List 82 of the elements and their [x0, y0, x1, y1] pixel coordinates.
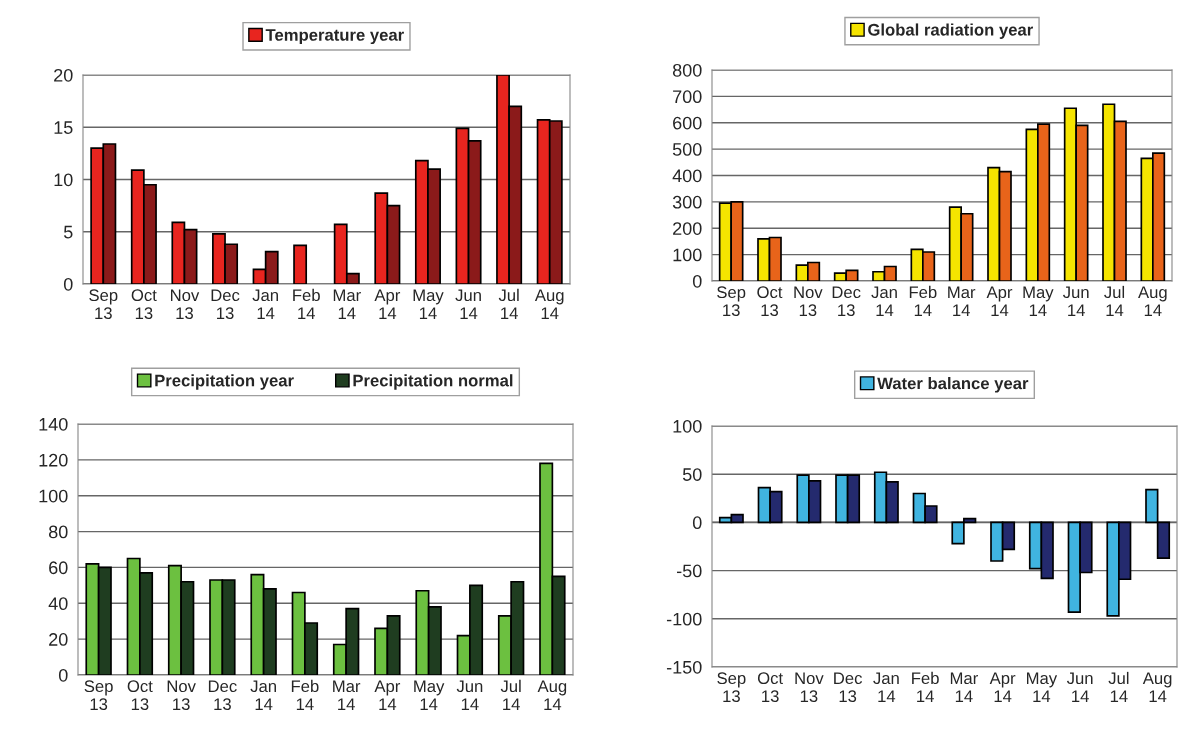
x-tick-label: Nov 13 — [795, 672, 824, 703]
x-tick-label: Apr 14 — [986, 286, 1013, 316]
x-tick-label: Jan 14 — [252, 289, 278, 319]
x-tick-label: Mar 14 — [333, 289, 361, 319]
y-tick-label: 20 — [54, 68, 73, 82]
y-tick-label: 600 — [673, 116, 702, 130]
legend-label: Precipitation year — [155, 374, 294, 390]
legend-label: Temperature year — [265, 29, 404, 45]
x-tick-label: Sep 13 — [89, 289, 118, 320]
x-tick-label: May 14 — [414, 680, 445, 710]
x-tick-label: Apr 14 — [989, 672, 1016, 702]
x-tick-label: Mar 14 — [333, 680, 361, 710]
y-tick-label: 100 — [673, 248, 702, 262]
x-tick-label: Oct 13 — [127, 680, 153, 711]
y-tick-label: -150 — [666, 660, 702, 674]
y-tick-label: 50 — [682, 468, 702, 481]
x-tick-label: Dec 13 — [832, 286, 861, 317]
legend-label: Precipitation normal — [353, 374, 513, 390]
bar — [293, 244, 308, 284]
y-tick-label: -100 — [666, 612, 702, 626]
x-tick-label: Aug 14 — [537, 680, 567, 710]
x-tick-label: May 14 — [413, 289, 444, 319]
y-tick-label: 0 — [63, 277, 73, 291]
y-tick-label: -50 — [676, 564, 702, 578]
y-tick-label: 40 — [48, 597, 68, 611]
x-tick-label: Jul 14 — [1108, 671, 1129, 702]
y-tick-label: 10 — [54, 173, 73, 187]
y-tick-label: 80 — [48, 525, 68, 539]
legend-label: Global radiation year — [868, 23, 1033, 39]
x-tick-label: Jun 14 — [1062, 286, 1089, 316]
x-tick-label: Aug 14 — [534, 289, 564, 319]
y-tick-label: 700 — [673, 90, 702, 104]
x-tick-label: Oct 13 — [757, 672, 783, 703]
x-tick-label: Feb 14 — [909, 285, 937, 316]
x-tick-label: Jun 14 — [456, 680, 483, 710]
x-tick-label: Oct 13 — [131, 289, 157, 320]
x-tick-label: Jun 14 — [455, 289, 481, 319]
x-tick-label: Mar 14 — [950, 672, 978, 702]
x-tick-label: Apr 14 — [374, 680, 401, 710]
x-tick-label: Sep 13 — [717, 286, 746, 317]
x-tick-label: Sep 13 — [84, 680, 113, 711]
x-tick-label: Feb 14 — [912, 671, 939, 702]
x-tick-label: Jul 14 — [500, 679, 521, 710]
x-tick-label: Aug 14 — [1138, 286, 1167, 316]
legend-label: Water balance year — [877, 377, 1029, 393]
x-tick-label: Jan 14 — [250, 680, 276, 710]
x-tick-label: Jan 14 — [873, 672, 899, 702]
x-tick-label: Nov 13 — [794, 286, 823, 317]
y-tick-label: 400 — [672, 169, 702, 183]
y-tick-label: 20 — [49, 633, 68, 646]
y-tick-label: 500 — [672, 143, 702, 156]
y-tick-label: 100 — [39, 489, 68, 503]
x-tick-label: Feb 14 — [293, 288, 320, 319]
y-tick-label: 0 — [692, 516, 702, 530]
x-tick-label: Sep 13 — [717, 672, 746, 703]
y-tick-label: 0 — [692, 274, 702, 288]
y-tick-label: 140 — [39, 417, 68, 431]
y-tick-label: 0 — [58, 668, 68, 682]
x-tick-label: Aug 14 — [1142, 672, 1172, 702]
x-tick-label: Jul 14 — [1104, 285, 1125, 316]
x-tick-label: Oct 13 — [757, 286, 783, 317]
y-tick-label: 15 — [54, 121, 73, 134]
x-tick-label: Jan 14 — [871, 286, 897, 316]
x-tick-label: May 14 — [1023, 286, 1054, 316]
x-tick-label: Dec 13 — [208, 680, 237, 711]
x-tick-label: Feb 14 — [291, 679, 319, 710]
x-tick-label: Jul 14 — [498, 288, 519, 319]
y-tick-label: 5 — [63, 225, 73, 239]
x-tick-label: Nov 13 — [167, 680, 196, 711]
x-tick-label: Mar 14 — [948, 286, 976, 316]
y-tick-label: 800 — [672, 63, 702, 77]
y-tick-label: 120 — [39, 453, 68, 467]
x-tick-label: Dec 13 — [211, 289, 240, 320]
y-tick-label: 300 — [672, 195, 702, 209]
x-tick-label: Dec 13 — [834, 672, 862, 703]
x-tick-label: Apr 14 — [374, 289, 401, 319]
y-tick-label: 200 — [673, 222, 702, 235]
y-tick-label: 60 — [49, 561, 68, 575]
y-tick-label: 100 — [673, 419, 702, 433]
x-tick-label: May 14 — [1027, 672, 1058, 702]
x-tick-label: Nov 13 — [171, 289, 200, 320]
x-tick-label: Jun 14 — [1066, 672, 1093, 702]
